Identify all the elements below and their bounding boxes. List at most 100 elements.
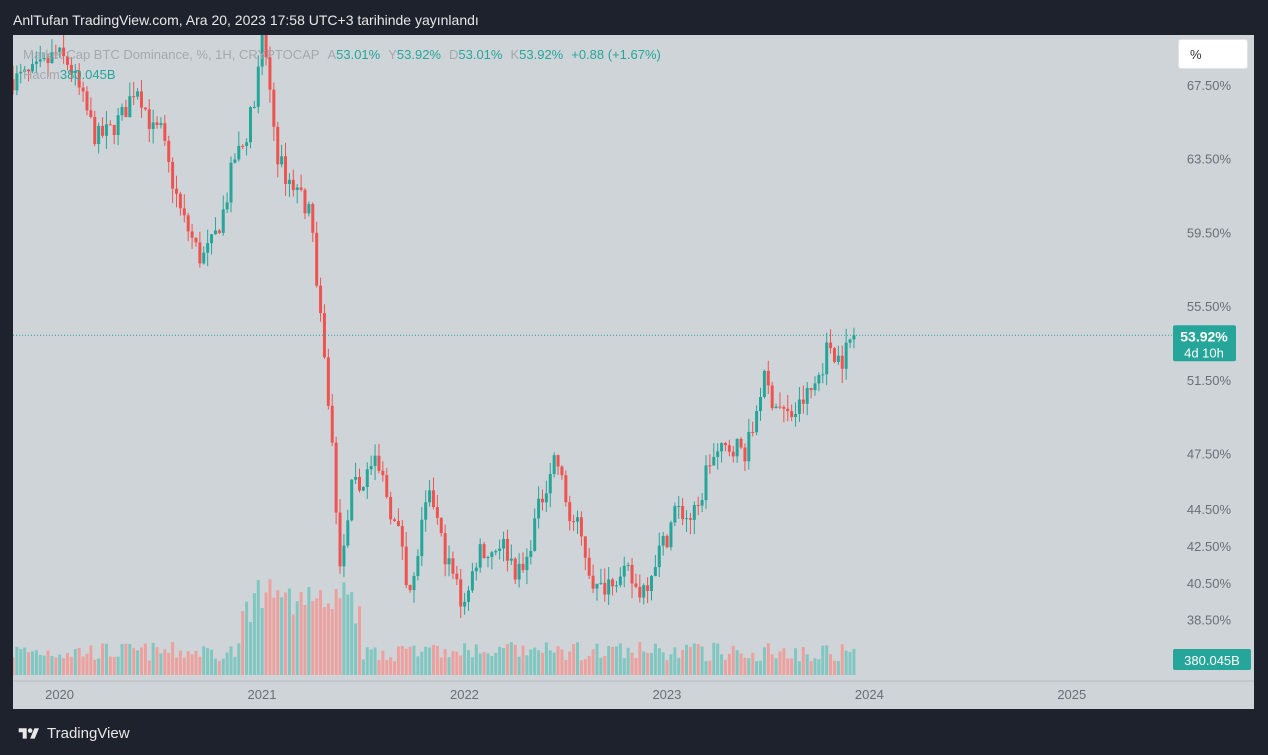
candle-body: [369, 465, 373, 470]
volume-bar: [817, 659, 821, 675]
symbol-name[interactable]: Market Cap BTC Dominance, %, 1H, CRYPTOC…: [23, 47, 320, 62]
volume-bar: [342, 582, 346, 675]
chart-pane[interactable]: 67.50% 63.50% 59.50% 55.50% 51.50% 47.50% 44.5…: [13, 35, 1254, 709]
candle-body: [97, 125, 101, 145]
volume-bar: [299, 591, 303, 675]
candle-body: [786, 408, 790, 412]
candle-body: [498, 548, 502, 551]
volume-bar: [537, 650, 541, 675]
candle-body: [443, 533, 447, 565]
volume-bar: [723, 659, 727, 675]
candle-body: [206, 243, 210, 253]
tradingview-logo-icon: [18, 728, 39, 739]
candle-body: [614, 585, 618, 587]
volume-bar: [171, 642, 175, 675]
axes: 67.50% 63.50% 59.50% 55.50% 51.50% 47.50% 44.5…: [13, 78, 1254, 702]
volume-bar: [677, 657, 681, 675]
volume-bar: [840, 644, 844, 675]
candle-body: [797, 399, 801, 414]
candle-body: [19, 71, 23, 74]
candle-body: [73, 70, 77, 73]
volume-bar: [517, 656, 521, 675]
volume-bar: [229, 646, 233, 675]
volume-bar: [143, 643, 147, 675]
x-tick-label: 2024: [855, 687, 884, 702]
volume-bar: [451, 650, 455, 675]
price-chart-svg[interactable]: 67.50% 63.50% 59.50% 55.50% 51.50% 47.50% 44.5…: [13, 35, 1254, 709]
volume-bar: [794, 648, 798, 675]
volume-bar: [311, 601, 315, 675]
volume-bar: [685, 644, 689, 675]
volume-bar: [132, 648, 136, 675]
volume-bar: [435, 645, 439, 675]
volume-bar: [210, 649, 214, 675]
candle-body: [147, 109, 151, 129]
volume-bar: [755, 661, 759, 675]
volume-bar: [443, 649, 447, 675]
volume-bar: [256, 580, 260, 675]
volume-bar: [579, 660, 583, 675]
volume-bar: [354, 623, 358, 675]
candle-body: [459, 579, 463, 607]
candle-body: [642, 585, 646, 598]
volume-bar: [708, 660, 712, 675]
volume-label[interactable]: Hacim: [23, 67, 60, 82]
volume-bar: [587, 656, 591, 675]
x-tick-label: 2022: [450, 687, 479, 702]
price-scale-mode-button[interactable]: %: [1178, 39, 1248, 69]
candle-body: [852, 335, 856, 340]
volume-bar: [548, 650, 552, 675]
candle-body: [198, 242, 202, 264]
volume-bar: [735, 650, 739, 675]
candle-body: [120, 107, 124, 116]
candle-body: [128, 96, 132, 118]
symbol-legend: Market Cap BTC Dominance, %, 1H, CRYPTOC…: [23, 45, 661, 65]
volume-bar: [202, 646, 206, 675]
volume-bar: [540, 652, 544, 675]
volume-bar: [307, 586, 311, 675]
candle-body: [322, 313, 326, 358]
volume-bar: [400, 645, 404, 675]
candle-body: [89, 110, 93, 117]
volume-bar: [805, 654, 809, 675]
candle-body: [101, 125, 105, 136]
open-label: A: [327, 47, 337, 62]
candle-body: [252, 106, 256, 108]
candle-body: [124, 107, 128, 118]
candle-body: [132, 96, 136, 98]
volume-bar: [552, 652, 556, 675]
candle-body: [334, 442, 338, 513]
candle-body: [537, 498, 541, 519]
candle-body: [424, 502, 428, 520]
volume-bar: [681, 649, 685, 675]
candle-body: [618, 576, 622, 586]
volume-bar: [69, 656, 73, 675]
volume-bar: [23, 647, 27, 675]
volume-bar: [268, 579, 272, 675]
y-tick-label: 55.50%: [1187, 299, 1232, 314]
candle-body: [404, 546, 408, 586]
volume-bar: [233, 656, 237, 675]
candle-body: [237, 145, 241, 160]
candle-body: [716, 451, 720, 457]
candle-body: [533, 518, 537, 551]
candle-body: [307, 204, 311, 214]
volume-bar: [595, 643, 599, 675]
volume-bars: [13, 579, 856, 675]
volume-bar: [576, 642, 580, 675]
volume-bar: [128, 643, 132, 675]
volume-bar: [291, 614, 295, 675]
volume-bar: [665, 660, 669, 675]
candle-body: [330, 405, 334, 443]
volume-bar: [198, 656, 202, 675]
candle-body: [751, 431, 755, 433]
candle-body: [439, 517, 443, 534]
candle-body: [486, 556, 490, 559]
volume-bar: [591, 649, 595, 675]
volume-bar: [556, 646, 560, 675]
candle-body: [280, 156, 284, 165]
volume-bar: [673, 647, 677, 675]
candle-body: [357, 476, 361, 491]
candle-body: [319, 285, 323, 314]
footer-brand[interactable]: TradingView: [17, 723, 130, 745]
